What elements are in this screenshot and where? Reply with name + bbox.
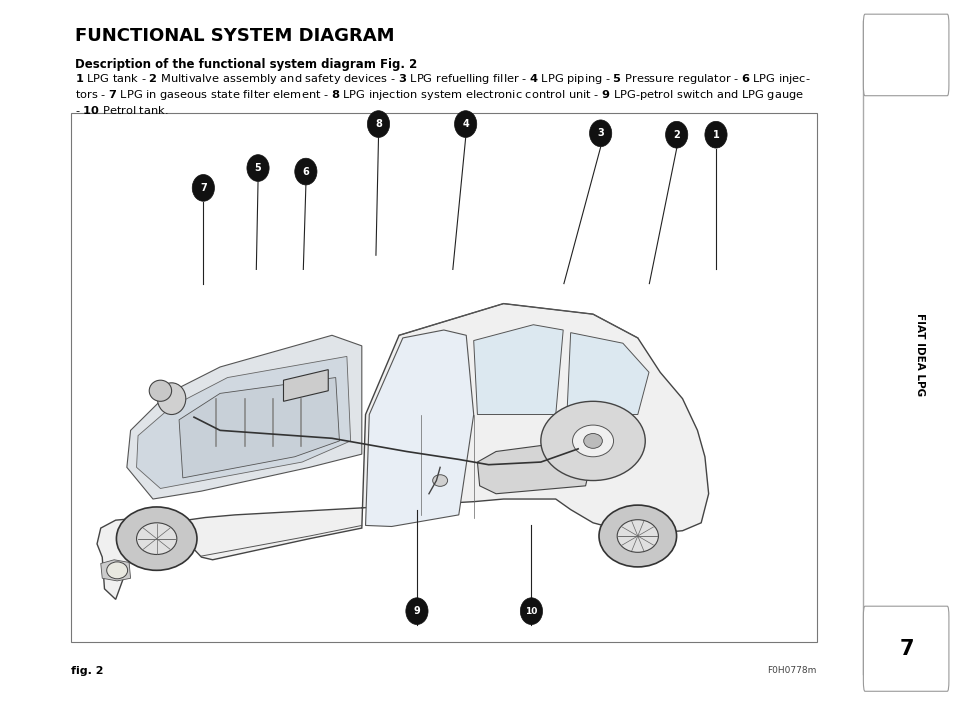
Ellipse shape xyxy=(589,120,612,147)
Text: 7: 7 xyxy=(200,183,206,193)
Text: 7: 7 xyxy=(900,639,915,659)
Text: 4: 4 xyxy=(463,119,469,129)
Polygon shape xyxy=(366,330,473,527)
Text: 6: 6 xyxy=(302,167,309,177)
Ellipse shape xyxy=(540,401,645,481)
FancyBboxPatch shape xyxy=(71,113,817,642)
Text: FUNCTIONAL SYSTEM DIAGRAM: FUNCTIONAL SYSTEM DIAGRAM xyxy=(75,27,395,45)
Ellipse shape xyxy=(295,158,317,185)
Text: FIAT IDEA LPG: FIAT IDEA LPG xyxy=(915,313,924,396)
Polygon shape xyxy=(477,444,593,493)
Ellipse shape xyxy=(584,433,602,448)
Ellipse shape xyxy=(705,121,727,148)
Text: $\mathbf{1}$ LPG tank - $\mathbf{2}$ Multivalve assembly and safety devices - $\: $\mathbf{1}$ LPG tank - $\mathbf{2}$ Mul… xyxy=(75,72,811,86)
Text: F0H0778m: F0H0778m xyxy=(767,666,817,676)
Ellipse shape xyxy=(192,174,214,201)
Ellipse shape xyxy=(406,598,428,625)
Text: 9: 9 xyxy=(414,606,420,616)
Text: 8: 8 xyxy=(375,119,382,129)
Ellipse shape xyxy=(572,425,613,457)
FancyBboxPatch shape xyxy=(863,14,948,96)
Ellipse shape xyxy=(433,475,447,486)
Polygon shape xyxy=(283,369,328,401)
Ellipse shape xyxy=(617,520,659,552)
Ellipse shape xyxy=(454,111,477,138)
Ellipse shape xyxy=(599,505,677,567)
Text: 10: 10 xyxy=(525,607,538,615)
Ellipse shape xyxy=(665,121,687,148)
Polygon shape xyxy=(180,377,340,478)
FancyBboxPatch shape xyxy=(863,606,948,691)
Text: 2: 2 xyxy=(673,130,680,140)
Polygon shape xyxy=(473,325,564,415)
Ellipse shape xyxy=(368,111,390,138)
Polygon shape xyxy=(127,335,362,499)
Polygon shape xyxy=(567,333,649,415)
Polygon shape xyxy=(136,357,350,489)
Text: tors - $\mathbf{7}$ LPG in gaseous state filter element - $\mathbf{8}$ LPG injec: tors - $\mathbf{7}$ LPG in gaseous state… xyxy=(75,88,804,102)
Polygon shape xyxy=(97,303,708,599)
Ellipse shape xyxy=(247,155,269,182)
Ellipse shape xyxy=(520,598,542,625)
Ellipse shape xyxy=(149,380,172,401)
Text: fig. 2: fig. 2 xyxy=(71,666,104,676)
Ellipse shape xyxy=(157,383,186,415)
Text: - $\mathbf{10}$ Petrol tank.: - $\mathbf{10}$ Petrol tank. xyxy=(75,104,169,116)
Polygon shape xyxy=(101,560,131,581)
Text: 3: 3 xyxy=(597,128,604,138)
Ellipse shape xyxy=(136,523,177,554)
Ellipse shape xyxy=(107,562,128,579)
Ellipse shape xyxy=(116,507,197,570)
Text: 5: 5 xyxy=(254,163,261,173)
Text: 1: 1 xyxy=(712,130,719,140)
Text: Description of the functional system diagram Fig. 2: Description of the functional system dia… xyxy=(75,58,418,71)
